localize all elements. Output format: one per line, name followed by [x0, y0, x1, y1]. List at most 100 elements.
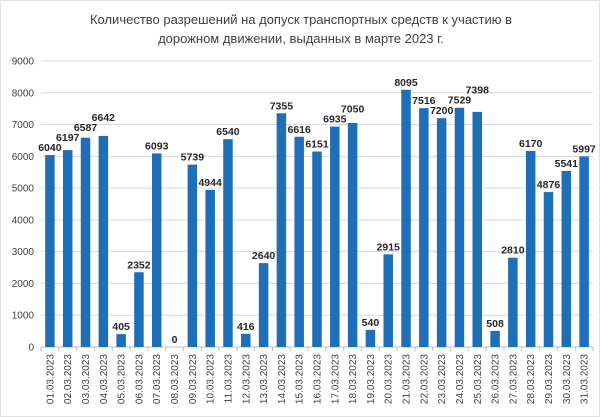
x-tick-label: 21.03.2023 — [402, 354, 413, 404]
bar-value-label: 5541 — [555, 158, 579, 170]
y-tick-label: 0 — [28, 343, 34, 354]
bar — [401, 89, 411, 348]
bar — [116, 334, 126, 347]
x-tick-label: 07.03.2023 — [152, 354, 163, 404]
bar — [454, 107, 465, 347]
bar-value-label: 4876 — [537, 179, 561, 191]
x-tick-label: 22.03.2023 — [419, 354, 430, 404]
x-tick-label: 26.03.2023 — [491, 354, 502, 404]
bar — [187, 164, 198, 347]
bar-value-label: 540 — [362, 317, 380, 329]
bar-value-label: 405 — [112, 321, 130, 333]
x-tick-label: 15.03.2023 — [295, 354, 306, 404]
bar-value-label: 508 — [486, 318, 504, 330]
bar-value-label: 7050 — [341, 104, 365, 116]
y-axis-labels: 0 1000 2000 3000 4000 5000 6000 7000 8000 9000 — [12, 57, 35, 354]
y-tick-label: 6000 — [12, 152, 35, 163]
bar — [276, 113, 287, 347]
y-tick-label: 9000 — [12, 57, 35, 68]
bar-value-label: 7516 — [412, 95, 436, 107]
bar-value-label: 6587 — [74, 122, 98, 134]
bar — [330, 126, 340, 347]
x-tick-label: 04.03.2023 — [99, 354, 110, 404]
chart-title: Количество разрешений на допуск транспор… — [89, 12, 513, 46]
bar-value-label: 5997 — [572, 143, 596, 155]
bar — [347, 122, 358, 347]
bar-value-label: 6040 — [38, 142, 62, 154]
bar-value-label: 2352 — [127, 259, 151, 271]
bar-value-label: 6151 — [305, 139, 329, 151]
x-tick-label: 06.03.2023 — [134, 354, 145, 404]
bar-value-label: 4944 — [198, 177, 222, 189]
y-tick-label: 4000 — [12, 215, 35, 226]
x-tick-label: 20.03.2023 — [384, 354, 395, 404]
bar-value-label: 6197 — [56, 132, 80, 144]
bar-value-label: 6935 — [323, 114, 347, 126]
x-tick-label: 27.03.2023 — [508, 354, 519, 404]
bar-value-label: 6093 — [145, 140, 169, 152]
bar — [258, 263, 269, 347]
bar-value-label: 7355 — [270, 100, 294, 112]
bar — [241, 333, 251, 347]
y-tick-label: 8000 — [12, 88, 35, 99]
x-tick-label: 31.03.2023 — [580, 354, 591, 404]
bar-value-label: 7529 — [448, 95, 472, 107]
x-tick-label: 30.03.2023 — [562, 354, 573, 404]
bar — [543, 192, 554, 347]
x-tick-label: 25.03.2023 — [473, 354, 484, 404]
x-tick-label: 18.03.2023 — [348, 354, 359, 404]
bar — [490, 330, 500, 347]
x-axis-labels: 01.03.2023 02.03.2023 03.03.2023 04.03.2023… — [45, 354, 590, 404]
x-tick-label: 10.03.2023 — [206, 354, 217, 404]
bar-value-label: 7398 — [466, 85, 490, 97]
x-tick-label: 19.03.2023 — [366, 354, 377, 404]
bar — [365, 329, 376, 347]
bar-value-label: 0 — [172, 334, 178, 346]
bar — [525, 150, 536, 347]
x-tick-label: 01.03.2023 — [45, 354, 56, 404]
bar-value-label: 6616 — [288, 124, 312, 136]
bars-group — [45, 89, 589, 348]
bar-value-label: 6642 — [92, 112, 116, 124]
bar-value-label: 6540 — [216, 126, 240, 138]
x-tick-label: 24.03.2023 — [455, 354, 466, 404]
bar-value-label: 2810 — [501, 245, 525, 257]
bar — [436, 118, 447, 347]
y-tick-label: 7000 — [12, 120, 35, 131]
bar — [134, 272, 144, 347]
bar — [205, 189, 215, 347]
bar — [419, 108, 429, 347]
bar-value-label: 6170 — [519, 138, 543, 150]
x-tick-label: 16.03.2023 — [313, 354, 324, 404]
bar-value-label: 2640 — [252, 250, 276, 262]
bar-value-label: 416 — [237, 321, 255, 333]
bar — [579, 156, 589, 347]
bar — [383, 254, 393, 347]
bar-value-label: 7200 — [430, 105, 454, 117]
bar — [98, 135, 109, 347]
y-tick-label: 2000 — [12, 279, 35, 290]
bar — [508, 257, 518, 347]
bar — [312, 151, 322, 347]
bar — [294, 136, 304, 347]
y-tick-label: 1000 — [12, 311, 35, 322]
x-tick-label: 17.03.2023 — [330, 354, 341, 404]
bar — [62, 150, 73, 347]
bar — [151, 153, 162, 347]
x-tick-label: 13.03.2023 — [259, 354, 270, 404]
x-tick-label: 05.03.2023 — [117, 354, 128, 404]
x-tick-label: 12.03.2023 — [241, 354, 252, 404]
y-tick-label: 5000 — [12, 184, 35, 195]
x-tick-label: 02.03.2023 — [63, 354, 74, 404]
x-tick-label: 08.03.2023 — [170, 354, 181, 404]
x-tick-label: 23.03.2023 — [437, 354, 448, 404]
bar — [223, 139, 233, 347]
x-axis-ticks — [40, 347, 594, 351]
bar-value-label: 2915 — [377, 241, 401, 253]
x-tick-label: 14.03.2023 — [277, 354, 288, 404]
bar — [80, 137, 91, 347]
bar — [45, 155, 55, 347]
